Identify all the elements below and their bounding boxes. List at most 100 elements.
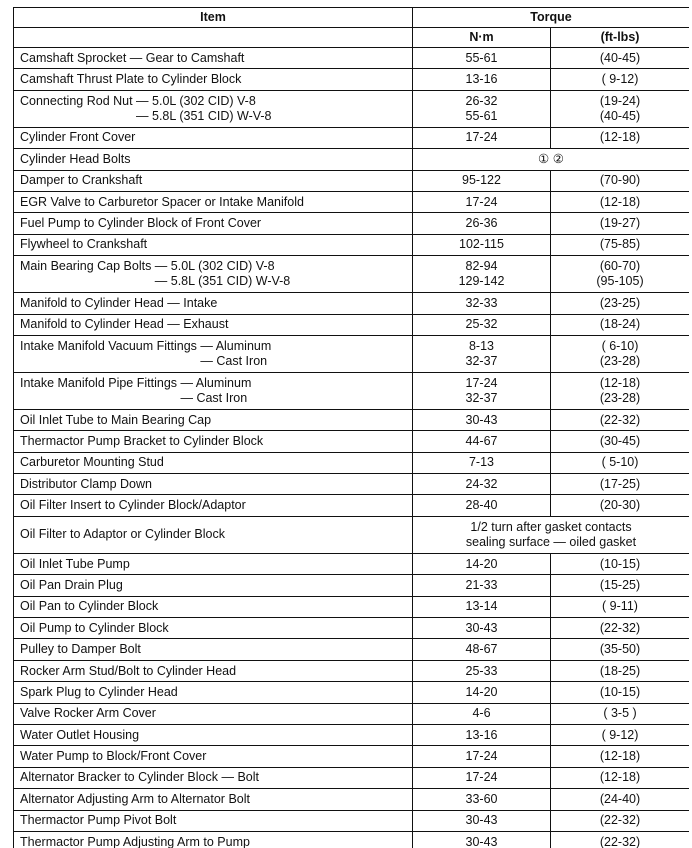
item-cell: Pulley to Damper Bolt — [13, 638, 413, 661]
ftlbs-cell: ( 5-10) — [550, 451, 689, 475]
ftlbs-header: (ft-lbs) — [550, 27, 689, 48]
nm-value: 17-24 — [465, 749, 498, 764]
nm-cell: 82-94 129-142 — [412, 255, 551, 294]
ftlbs-cell: (35-50) — [550, 638, 689, 661]
table-row: Connecting Rod Nut — 5.0L (302 CID) V-8—… — [13, 89, 689, 128]
ftlbs-cell: (22-32) — [550, 830, 689, 848]
ftlbs-value: (20-30) — [599, 498, 641, 513]
item-cell: Camshaft Sprocket — Gear to Camshaft — [13, 46, 413, 70]
ftlbs-cell: (22-32) — [550, 408, 689, 432]
item-cell: Valve Rocker Arm Cover — [13, 702, 413, 725]
ftlbs-value: (10-15) — [599, 556, 641, 571]
table-row: Oil Pan to Cylinder Block 13-14 ( 9-11) — [13, 595, 689, 619]
table-row: Main Bearing Cap Bolts — 5.0L (302 CID) … — [13, 255, 689, 294]
item-line: Oil Pump to Cylinder Block — [20, 620, 169, 635]
ftlbs-cell: (30-45) — [550, 430, 689, 453]
ftlbs-cell: (12-18) — [550, 766, 689, 790]
nm-cell: 102-115 — [412, 233, 551, 257]
item-line: Alternator Adjusting Arm to Alternator B… — [20, 791, 250, 806]
ftlbs-value: (40-45) — [599, 108, 641, 123]
ftlbs-value: (60-70) — [599, 259, 641, 274]
table-row: Oil Inlet Tube Pump 14-20 (10-15) — [13, 552, 689, 576]
torque-cell: ① ② — [412, 148, 689, 171]
ftlbs-value: ( 9-12) — [601, 72, 639, 87]
ftlbs-value: (70-90) — [599, 173, 641, 188]
item-header: Item — [13, 7, 413, 28]
table-row: Oil Filter Insert to Cylinder Block/Adap… — [13, 494, 689, 517]
item-cell: Intake Manifold Vacuum Fittings — Alumin… — [13, 334, 413, 373]
item-line: Cylinder Front Cover — [20, 130, 136, 145]
nm-value: 28-40 — [465, 498, 498, 513]
nm-cell: 30-43 — [412, 617, 551, 640]
ftlbs-cell: (10-15) — [550, 552, 689, 576]
nm-cell: 17-24 — [412, 190, 551, 214]
ftlbs-cell: (18-24) — [550, 313, 689, 336]
item-line: Main Bearing Cap Bolts — 5.0L (302 CID) … — [20, 259, 275, 274]
nm-value: 17-24 — [465, 770, 498, 785]
nm-value: 26-36 — [465, 216, 498, 231]
nm-value: 24-32 — [465, 476, 498, 491]
item-cell: Oil Filter Insert to Cylinder Block/Adap… — [13, 494, 413, 517]
item-cell: Distributor Clamp Down — [13, 473, 413, 496]
item-line: Connecting Rod Nut — 5.0L (302 CID) V-8 — [20, 93, 256, 108]
item-cell: Manifold to Cylinder Head — Exhaust — [13, 313, 413, 336]
nm-value: 30-43 — [465, 412, 498, 427]
item-cell: Oil Inlet Tube to Main Bearing Cap — [13, 408, 413, 432]
item-line: Flywheel to Crankshaft — [20, 237, 148, 252]
item-cell: Thermactor Pump Bracket to Cylinder Bloc… — [13, 430, 413, 453]
table-row: Camshaft Sprocket — Gear to Camshaft 55-6… — [13, 46, 689, 70]
nm-cell: 7-13 — [412, 451, 551, 475]
ftlbs-cell: (17-25) — [550, 473, 689, 496]
nm-value: 7-13 — [468, 455, 495, 470]
item-cell: Oil Pan to Cylinder Block — [13, 595, 413, 619]
nm-value: 13-14 — [465, 599, 498, 614]
ftlbs-value: (23-25) — [599, 295, 641, 310]
nm-value: 30-43 — [465, 813, 498, 828]
item-line: EGR Valve to Carburetor Spacer or Intake… — [20, 194, 304, 209]
nm-value: 44-67 — [465, 433, 498, 448]
nm-value: 13-16 — [465, 72, 498, 87]
nm-cell: 95-122 — [412, 169, 551, 192]
item-cell: Thermactor Pump Adjusting Arm to Pump — [13, 830, 413, 848]
nm-value: 30-43 — [465, 620, 498, 635]
nm-value: 129-142 — [458, 274, 505, 289]
item-line: Spark Plug to Cylinder Head — [20, 684, 178, 699]
item-line: Pulley to Damper Bolt — [20, 642, 141, 657]
nm-value: 102-115 — [459, 237, 504, 252]
nm-value: 95-122 — [462, 173, 501, 188]
nm-value: 25-33 — [465, 663, 498, 678]
item-line: Oil Pan to Cylinder Block — [20, 599, 159, 614]
ftlbs-value: (19-27) — [599, 216, 641, 231]
item-line: Fuel Pump to Cylinder Block of Front Cov… — [20, 216, 262, 231]
nm-value: 32-37 — [465, 353, 498, 368]
ftlbs-cell: ( 9-12) — [550, 68, 689, 91]
ftlbs-value: (95-105) — [596, 274, 644, 289]
ftlbs-value: ( 9-11) — [602, 599, 638, 614]
nm-cell: 26-32 55-61 — [412, 89, 551, 128]
item-line: Intake Manifold Pipe Fittings — Aluminum — [20, 375, 252, 390]
ftlbs-value: (75-85) — [599, 237, 641, 252]
torque-line: ① ② — [538, 151, 564, 166]
table-row: Oil Filter to Adaptor or Cylinder Block 1… — [13, 515, 689, 554]
item-line: Camshaft Thrust Plate to Cylinder Block — [20, 72, 242, 87]
nm-cell: 14-20 — [412, 681, 551, 704]
ftlbs-value: (30-45) — [599, 433, 641, 448]
ftlbs-cell: (20-30) — [550, 494, 689, 517]
ftlbs-value: (18-24) — [599, 317, 641, 332]
item-cell: Cylinder Head Bolts — [13, 148, 413, 171]
nm-cell: 17-24 32-37 — [412, 371, 551, 410]
nm-cell: 25-33 — [412, 659, 551, 683]
ftlbs-value: ( 9-12) — [601, 727, 639, 742]
nm-cell: 30-43 — [412, 830, 551, 848]
ftlbs-value: (12-18) — [599, 749, 641, 764]
item-cell: Alternator Bracker to Cylinder Block — B… — [13, 766, 413, 790]
item-line: Camshaft Sprocket — Gear to Camshaft — [20, 50, 245, 65]
item-line: Oil Inlet Tube Pump — [20, 556, 130, 571]
ftlbs-value: (12-18) — [599, 130, 641, 145]
ftlbs-cell: ( 6-10) (23-28) — [550, 334, 689, 373]
nm-value: 32-37 — [465, 390, 498, 405]
nm-value: 17-24 — [465, 194, 498, 209]
item-line: Cylinder Head Bolts — [20, 151, 131, 166]
ftlbs-cell: (19-27) — [550, 212, 689, 235]
item-line: Damper to Crankshaft — [20, 173, 143, 188]
